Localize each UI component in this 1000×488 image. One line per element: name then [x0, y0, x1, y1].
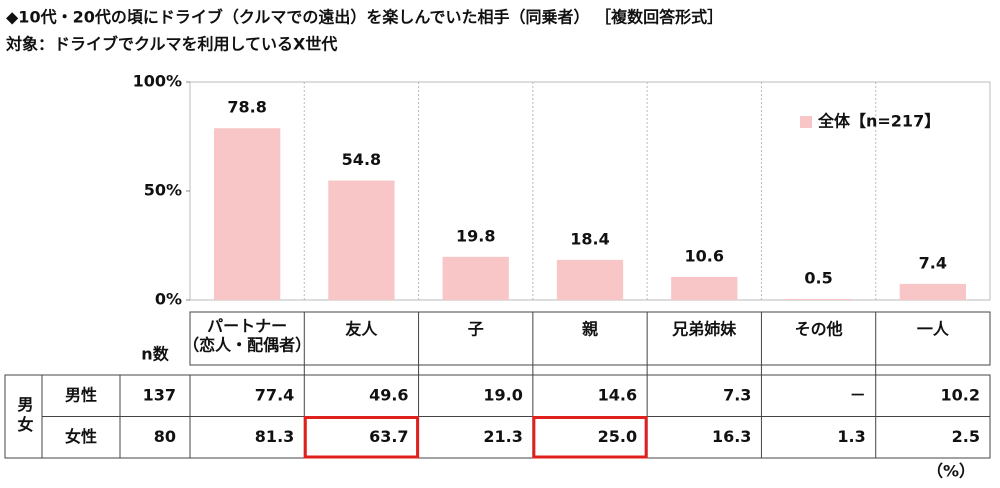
legend-label: 全体【n=217】 — [817, 112, 940, 131]
value-label: 78.8 — [227, 98, 266, 117]
category-label: 子 — [468, 320, 484, 339]
cell: 21.3 — [483, 427, 522, 446]
y-tick-label: 50% — [144, 181, 182, 200]
row-n: 137 — [143, 385, 176, 404]
value-label: 0.5 — [804, 268, 832, 287]
bar — [328, 180, 395, 300]
cell: 81.3 — [255, 427, 294, 446]
cell: 19.0 — [483, 385, 522, 404]
category-label: 友人 — [345, 320, 378, 339]
cell: － — [850, 385, 866, 404]
cell: 49.6 — [369, 385, 408, 404]
unit: （%） — [927, 462, 975, 481]
cell: 1.3 — [837, 427, 865, 446]
value-label: 10.6 — [685, 246, 724, 265]
cell: 10.2 — [941, 385, 980, 404]
row-label: 男性 — [65, 385, 97, 404]
category-label: 兄弟姉妹 — [671, 320, 737, 339]
row-n: 80 — [154, 427, 176, 446]
value-label: 54.8 — [342, 150, 381, 169]
cell: 16.3 — [712, 427, 751, 446]
y-tick-label: 100% — [133, 72, 182, 91]
cell: 2.5 — [952, 427, 980, 446]
value-label: 7.4 — [919, 253, 947, 272]
legend-swatch — [800, 116, 812, 128]
cell: 63.7 — [369, 427, 408, 446]
category-label: パートナー — [207, 317, 287, 336]
y-tick-label: 0% — [155, 290, 182, 309]
row-label: 女性 — [65, 427, 97, 446]
subtitle: 対象：ドライブでクルマを利用しているX世代 — [5, 35, 337, 54]
n-header: n数 — [141, 345, 169, 364]
cell: 25.0 — [598, 427, 637, 446]
cell: 14.6 — [598, 385, 637, 404]
bar — [785, 298, 852, 300]
bar — [442, 256, 509, 300]
group-label: 男女 — [15, 396, 34, 436]
bar — [556, 259, 624, 300]
value-label: 19.8 — [456, 226, 495, 245]
title: ◆10代・20代の頃にドライブ（クルマでの遠出）を楽しんでいた相手（同乗者） ［… — [6, 8, 723, 27]
header-box — [189, 311, 991, 366]
cell: 77.4 — [255, 385, 294, 404]
category-label: 親 — [582, 320, 598, 339]
highlight — [532, 416, 648, 459]
value-label: 18.4 — [570, 229, 609, 248]
bar — [899, 283, 966, 300]
bar — [214, 128, 281, 300]
category-label: 一人 — [917, 320, 950, 339]
highlight — [303, 416, 420, 459]
category-note: （恋人・配偶者） — [183, 336, 311, 355]
bar — [671, 276, 738, 300]
category-label: その他 — [795, 320, 843, 339]
cell: 7.3 — [723, 385, 751, 404]
